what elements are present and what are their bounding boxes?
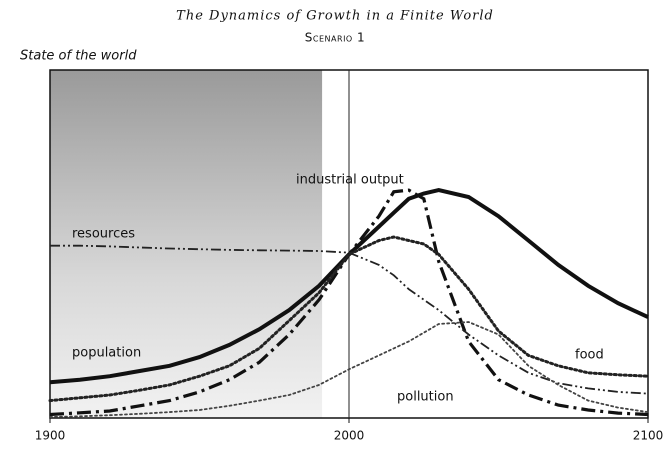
series-line [50, 244, 649, 395]
series-label: industrial output [296, 173, 404, 188]
shaded-region [50, 70, 323, 418]
chart-title: The Dynamics of Growth in a Finite World [176, 9, 494, 24]
chart-subtitle: Scenario 1 [305, 31, 365, 45]
series-line [49, 321, 649, 418]
series-line [49, 188, 649, 417]
x-tick-label: 2000 [334, 429, 365, 443]
series-label: pollution [397, 390, 454, 405]
series-label: population [72, 346, 141, 361]
x-tick-label: 2100 [633, 429, 664, 443]
series-label: food [575, 348, 604, 363]
series-line [49, 188, 649, 385]
y-axis-label: State of the world [20, 49, 137, 64]
series-line [48, 235, 650, 403]
series-label: resources [72, 227, 135, 242]
x-tick-label: 1900 [35, 429, 66, 443]
